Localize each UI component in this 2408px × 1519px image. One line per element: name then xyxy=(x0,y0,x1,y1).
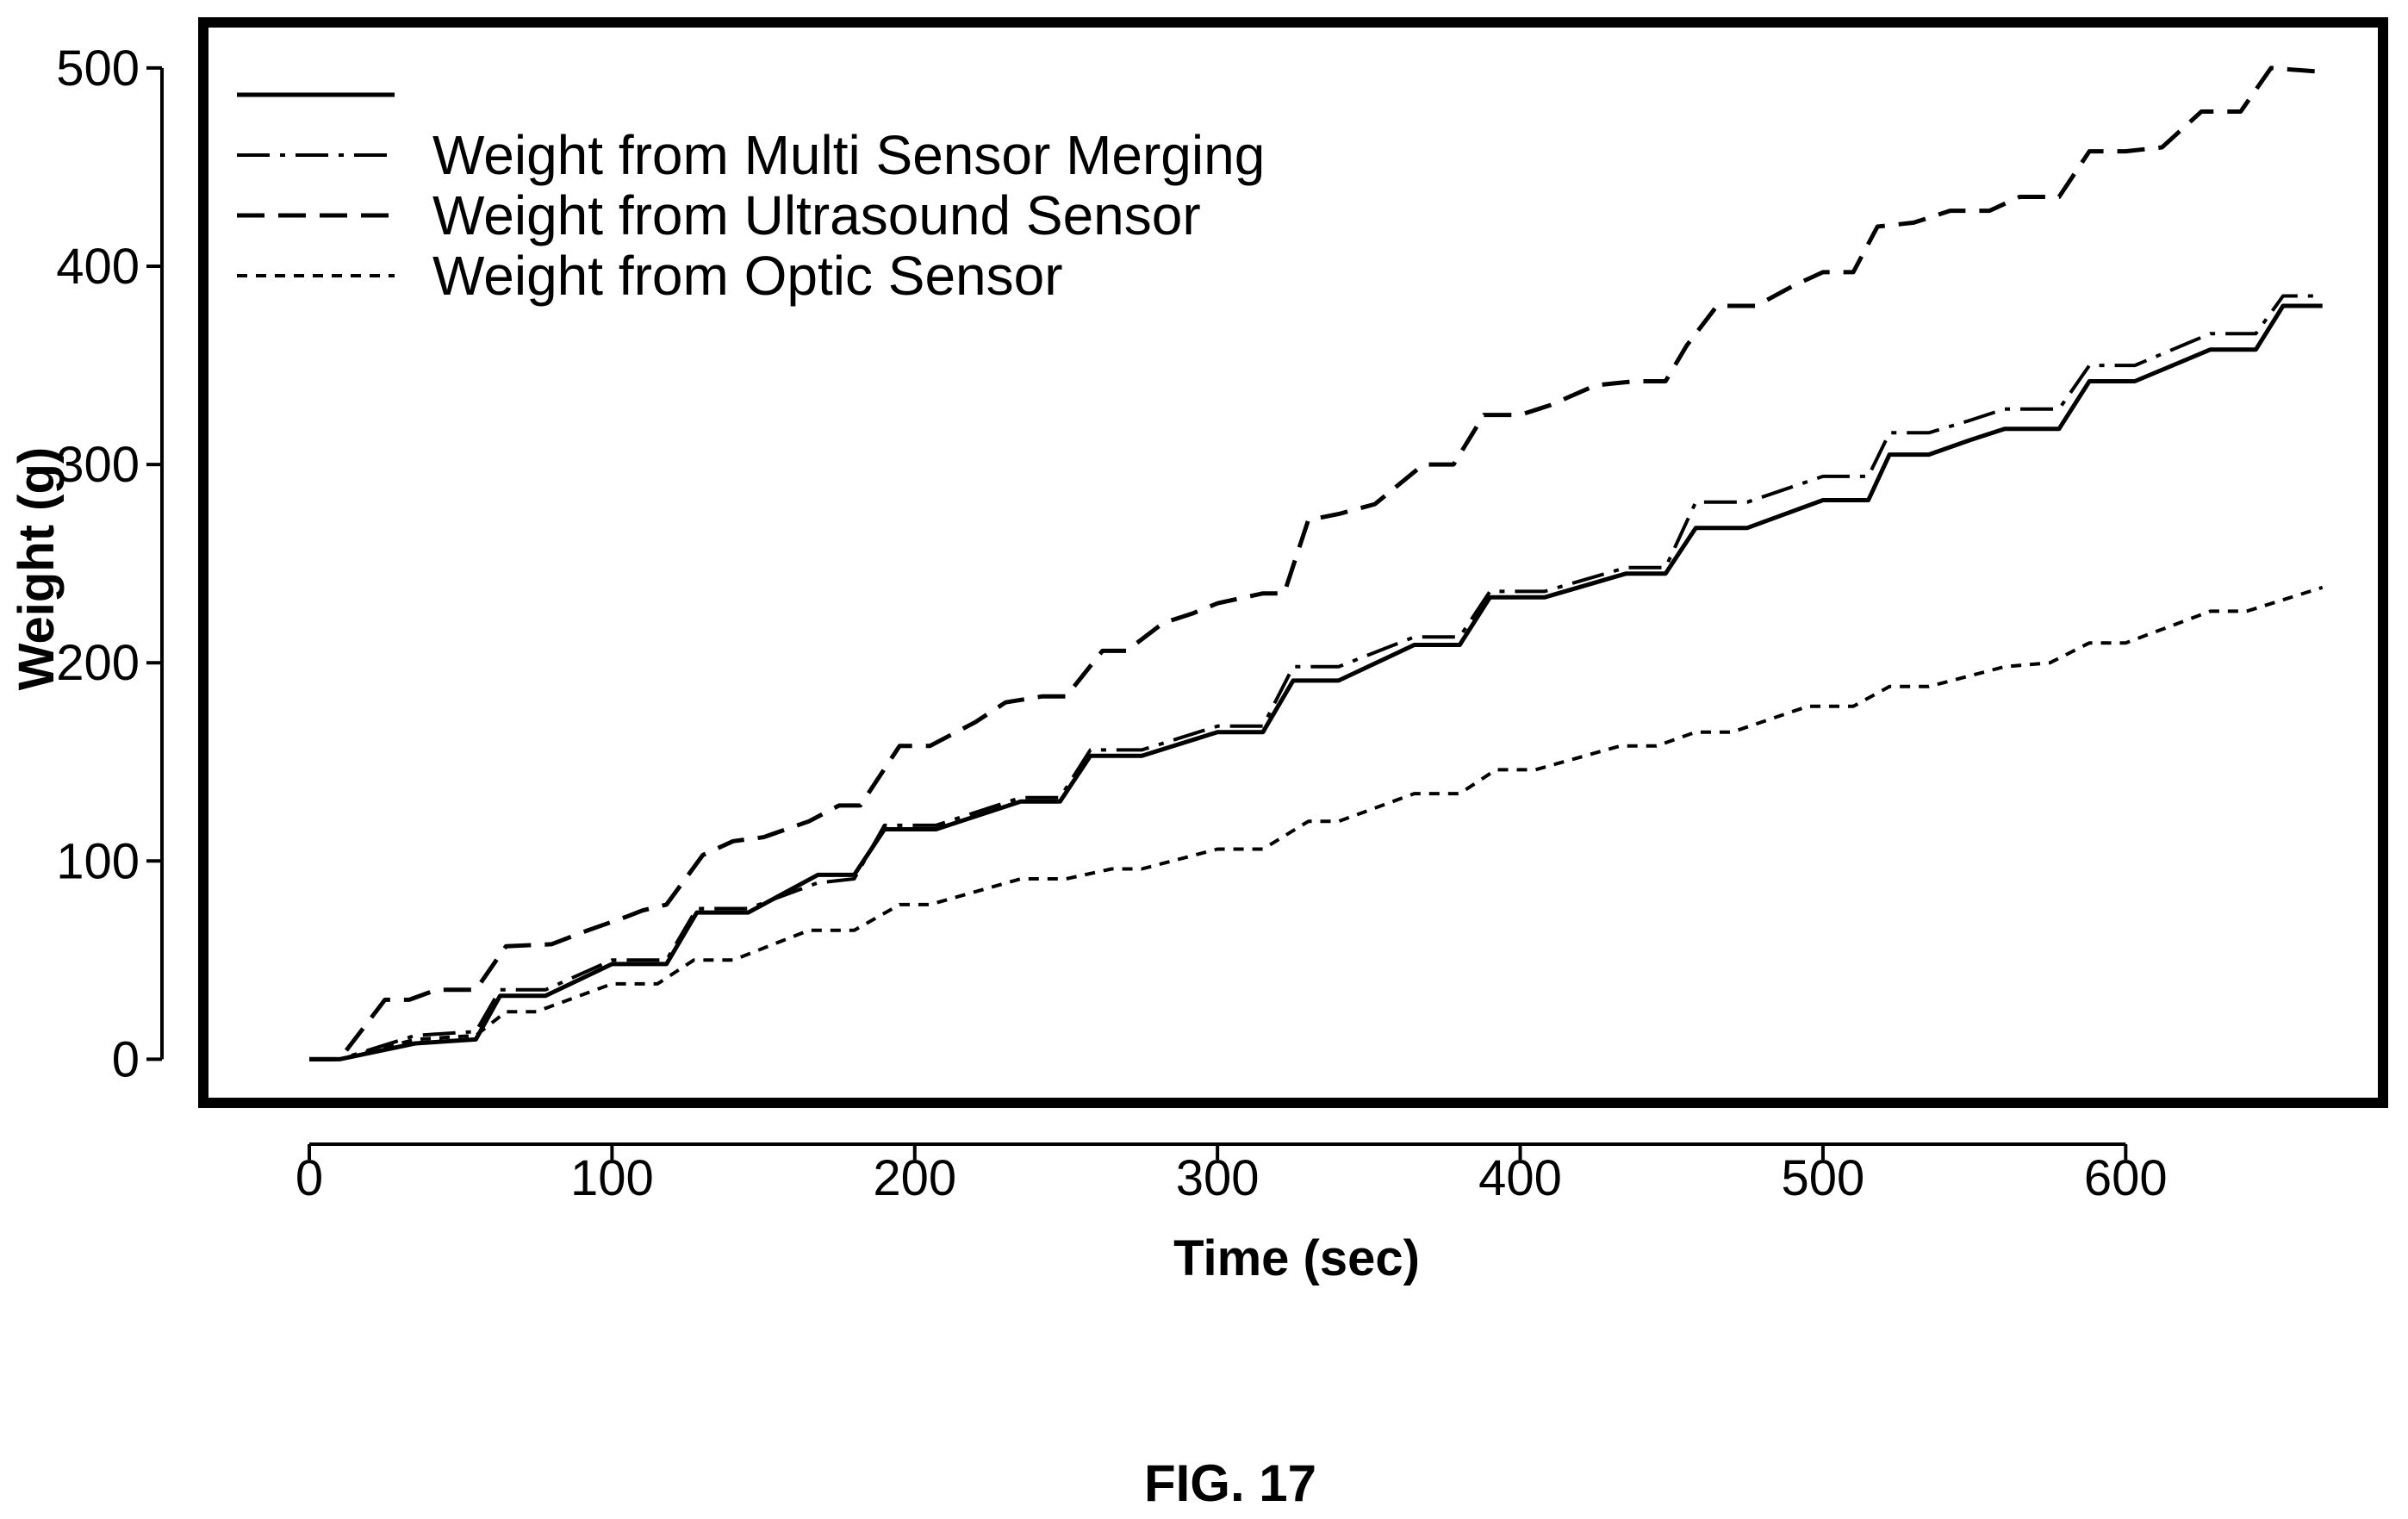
x-tick-label: 100 xyxy=(570,1150,654,1206)
x-tick-label: 500 xyxy=(1782,1150,1865,1206)
y-axis-title: Weight (g) xyxy=(9,447,65,690)
series-line-dashed xyxy=(309,65,2323,1061)
legend-label: Weight from Ultrasound Sensor xyxy=(432,184,1201,246)
series-line-dashdot xyxy=(309,294,2323,1061)
y-tick-label: 100 xyxy=(56,833,140,889)
y-tick-label: 300 xyxy=(56,437,140,493)
y-tick-label: 0 xyxy=(112,1031,140,1087)
y-tick-label: 500 xyxy=(56,40,140,96)
x-axis-title: Time (sec) xyxy=(1173,1230,1420,1286)
series-line-solid xyxy=(309,303,2323,1061)
plot-frame xyxy=(198,17,2388,1108)
y-tick-label: 400 xyxy=(56,239,140,295)
legend-label: Weight from Optic Sensor xyxy=(432,245,1063,307)
x-tick-label: 0 xyxy=(296,1150,323,1206)
x-tick-label: 300 xyxy=(1176,1150,1260,1206)
x-tick-label: 400 xyxy=(1478,1150,1562,1206)
x-axis: 0 100 200 300 400 500 600 xyxy=(296,1142,2168,1206)
x-tick-label: 200 xyxy=(873,1150,956,1206)
legend-label: Weight from Multi Sensor Merging xyxy=(432,124,1265,186)
series-layer xyxy=(309,65,2324,1061)
y-tick-label: 200 xyxy=(56,635,140,691)
y-axis: 0 100 200 300 400 500 xyxy=(56,40,164,1087)
figure-caption: FIG. 17 xyxy=(1144,1454,1316,1512)
series-line-dotted xyxy=(309,585,2324,1061)
x-tick-label: 600 xyxy=(2084,1150,2168,1206)
